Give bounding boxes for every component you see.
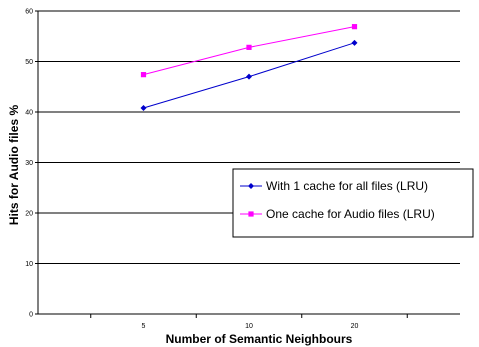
x-axis-title: Number of Semantic Neighbours [166,332,353,346]
y-tick-label: 50 [25,59,33,66]
series-layer [140,24,358,111]
data-point [246,44,252,50]
legend-marker [248,211,254,217]
y-tick-label: 0 [29,312,33,319]
x-tick-label: 10 [245,323,253,330]
y-axis-title: Hits for Audio files % [7,105,21,226]
legend-entry: With 1 cache for all files (LRU) [240,179,428,193]
x-tick-label: 20 [351,323,359,330]
x-axis-ticks: 5 10 20 [90,314,408,330]
gridlines [38,10,460,264]
legend-marker [248,183,254,189]
data-point [140,72,147,78]
legend-label: One cache for Audio files (LRU) [266,207,435,221]
data-point [351,24,358,30]
series-1 [140,39,358,111]
x-tick-label: 5 [142,323,146,330]
legend: With 1 cache for all files (LRU) One cach… [232,168,474,238]
legend-entry: One cache for Audio files (LRU) [240,207,435,221]
series-2 [140,24,358,78]
y-tick-label: 30 [25,160,33,167]
data-point [351,39,358,46]
y-tick-label: 10 [25,261,33,268]
y-tick-label: 40 [25,110,33,117]
legend-label: With 1 cache for all files (LRU) [266,179,428,193]
y-tick-label: 60 [25,9,33,16]
series-line [143,26,355,76]
data-point [246,73,252,80]
legend-box [232,168,474,238]
data-point [140,104,147,111]
y-axis-ticks: 0 10 20 30 40 50 60 [25,9,38,319]
y-tick-label: 20 [25,211,33,218]
